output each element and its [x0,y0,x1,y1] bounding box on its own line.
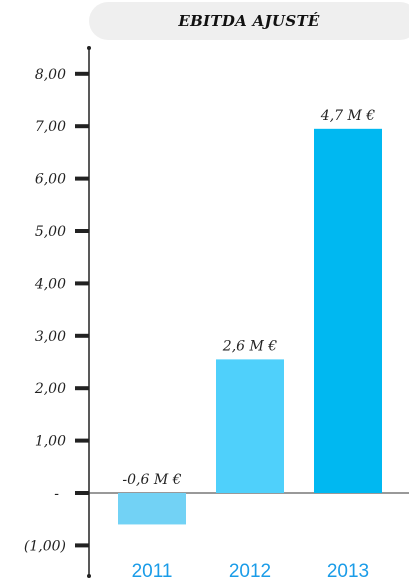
y-tick-label: 3,00 [35,329,66,345]
data-label-2011: -0,6 M € [122,472,181,488]
chart-title: EBITDA AJUSTÉ [178,12,320,30]
y-tick-label: 2,00 [34,381,66,397]
bar-2012 [216,359,284,493]
y-axis-top-dot [87,46,91,50]
y-tick-label: 8,00 [35,67,66,83]
data-label-2013: 4,7 M € [320,108,376,124]
title-pill [89,2,409,40]
bar-2013 [314,128,382,493]
data-label-2012: 2,6 M € [222,338,278,354]
y-tick-label: 6,00 [35,172,66,188]
y-tick-label: - [54,486,59,502]
y-axis-bottom-dot [87,574,91,578]
category-label-2013: 2013 [327,561,369,582]
y-tick-label: 1,00 [35,434,66,450]
y-tick-label: 5,00 [35,224,66,240]
y-tick-label: 4,00 [34,276,66,292]
y-tick-label: (1,00) [24,538,66,554]
category-label-2011: 2011 [132,561,173,582]
category-label-2012: 2012 [229,561,271,582]
bar-2011 [118,493,186,525]
y-tick-label: 7,00 [35,119,66,135]
